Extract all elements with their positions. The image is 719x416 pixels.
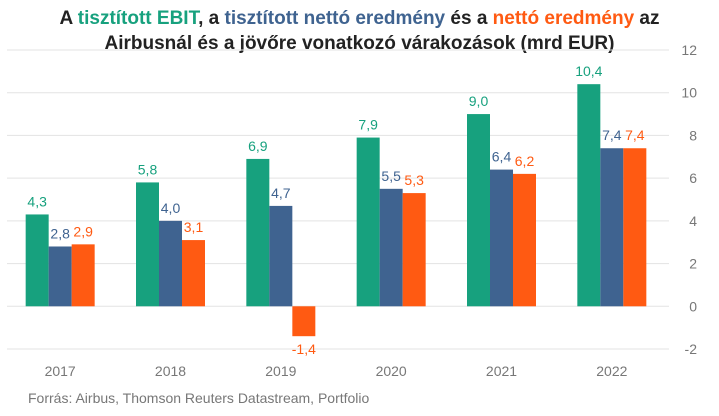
y-tick-label: 2 bbox=[689, 256, 697, 272]
x-tick-label: 2021 bbox=[486, 363, 517, 379]
data-label: 4,0 bbox=[161, 200, 181, 216]
y-tick-label: -2 bbox=[685, 341, 698, 357]
data-label: 2,9 bbox=[73, 223, 93, 239]
data-label: 7,4 bbox=[625, 127, 645, 143]
y-tick-label: 6 bbox=[689, 170, 697, 186]
bar bbox=[513, 173, 536, 307]
bar bbox=[48, 246, 72, 307]
data-label: 3,1 bbox=[184, 219, 204, 235]
bar bbox=[402, 193, 426, 307]
data-label: 2,8 bbox=[50, 225, 70, 241]
data-label: 5,8 bbox=[138, 161, 158, 177]
y-tick-label: 8 bbox=[689, 127, 697, 143]
data-label: 6,9 bbox=[248, 138, 268, 154]
x-tick-label: 2017 bbox=[45, 363, 76, 379]
chart-title: A tisztított EBIT, a tisztított nettó er… bbox=[0, 6, 719, 56]
title-ebit: tisztított EBIT bbox=[77, 8, 199, 29]
source-note: Forrás: Airbus, Thomson Reuters Datastre… bbox=[28, 390, 370, 406]
title-text-4: az bbox=[634, 8, 660, 29]
x-tick-label: 2019 bbox=[265, 363, 296, 379]
title-line-1: A tisztított EBIT, a tisztított nettó er… bbox=[0, 6, 719, 31]
label-layer: 4,32,8 2,9 5,8 4,03,1 6,9 4,7 -1,4 7,9 5,5 5,3 9,0… bbox=[27, 63, 644, 357]
y-tick-label: 0 bbox=[689, 298, 697, 314]
axis-layer: -2 0 2 4 6 8 10 12 2017 2018 2019 2020 2021 2022 bbox=[45, 42, 698, 379]
data-label: 6,2 bbox=[515, 153, 535, 169]
bar bbox=[292, 306, 316, 337]
data-label: 7,9 bbox=[358, 117, 378, 133]
y-tick-label: 10 bbox=[681, 85, 697, 101]
bar bbox=[467, 114, 490, 307]
x-tick-label: 2020 bbox=[376, 363, 407, 379]
data-label: -1,4 bbox=[292, 341, 316, 357]
title-line-2: Airbusnál és a jövőre vonatkozó várakozá… bbox=[104, 33, 615, 54]
x-tick-label: 2022 bbox=[596, 363, 627, 379]
bar bbox=[600, 148, 624, 307]
bar bbox=[246, 158, 270, 307]
bar bbox=[379, 188, 403, 307]
grid-layer bbox=[7, 49, 669, 350]
data-label: 5,5 bbox=[381, 168, 401, 184]
data-label: 7,4 bbox=[602, 127, 622, 143]
data-label: 4,3 bbox=[27, 193, 47, 209]
data-label: 9,0 bbox=[469, 93, 489, 109]
y-tick-label: 4 bbox=[689, 213, 697, 229]
title-net-clean: tisztított nettó eredmény bbox=[224, 8, 446, 29]
title-text-3: és a bbox=[445, 8, 493, 29]
title-text-1: A bbox=[59, 8, 78, 29]
bar bbox=[159, 220, 182, 307]
data-label: 6,4 bbox=[492, 149, 512, 165]
bar bbox=[356, 137, 380, 307]
title-net: nettó eredmény bbox=[492, 8, 635, 29]
bar bbox=[182, 240, 205, 307]
bar bbox=[71, 244, 95, 307]
bar bbox=[269, 205, 293, 307]
x-tick-label: 2018 bbox=[155, 363, 186, 379]
data-label: 4,7 bbox=[271, 185, 291, 201]
y-tick-label: 12 bbox=[681, 42, 697, 58]
bar bbox=[136, 182, 159, 307]
bar bbox=[25, 214, 49, 307]
bar bbox=[623, 148, 647, 307]
bar-layer bbox=[25, 84, 647, 337]
bar bbox=[577, 84, 601, 307]
data-label: 5,3 bbox=[404, 172, 424, 188]
data-label: 10,4 bbox=[575, 63, 602, 79]
title-text-2: , a bbox=[198, 8, 225, 29]
bar bbox=[490, 169, 513, 307]
